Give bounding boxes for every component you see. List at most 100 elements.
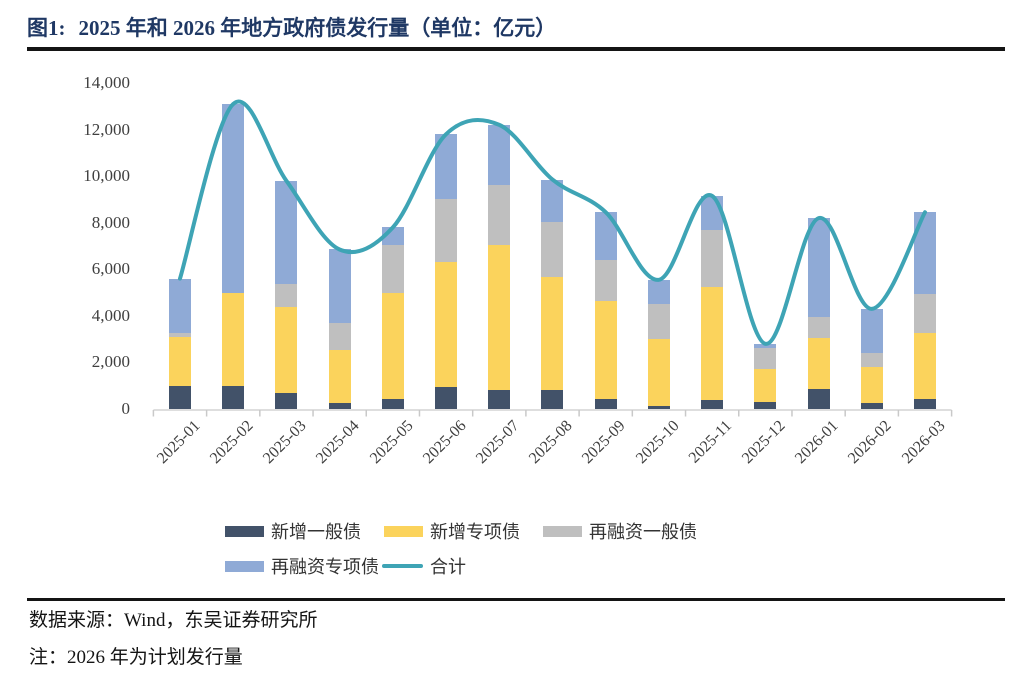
bar-segment [381, 244, 404, 293]
legend-label: 新增专项债 [430, 522, 520, 542]
y-tick-label: 8,000 [91, 212, 130, 232]
bar-segment [913, 333, 936, 399]
y-tick-label: 14,000 [83, 73, 130, 92]
bar-segment [222, 292, 245, 386]
bar-segment [541, 221, 564, 278]
legend-label: 再融资一般债 [589, 522, 697, 542]
legend-label: 新增一般债 [271, 522, 361, 542]
bar-segment [807, 337, 830, 390]
bar-segment [913, 212, 936, 294]
data-source-line: 数据来源：Wind，东吴证券研究所 [29, 610, 318, 631]
bar-segment [647, 279, 670, 305]
bar-segment [541, 277, 564, 391]
y-tick-label: 4,000 [91, 305, 130, 325]
y-tick-label: 10,000 [83, 166, 130, 186]
legend-swatch-icon [384, 525, 423, 537]
x-tick-label: 2026-01 [792, 417, 842, 468]
x-tick-label: 2026-02 [845, 417, 896, 468]
figure-title-text: 2025 年和 2026 年地方政府债发行量（单位：亿元） [78, 16, 557, 40]
bar-segment [860, 367, 883, 404]
bar-segment [328, 322, 351, 350]
bar-segment [754, 343, 777, 349]
bar-segment [807, 317, 830, 338]
x-tick-label: 2026-03 [898, 417, 949, 468]
bar-segment [275, 180, 298, 285]
legend-item: 新增专项债 [384, 519, 520, 543]
x-tick-label: 2025-12 [738, 417, 789, 468]
bar-segment [754, 369, 777, 402]
bar-segment [913, 398, 936, 409]
bar-segment [169, 333, 191, 337]
bar-segment [594, 212, 617, 260]
bar-segment [488, 185, 511, 245]
bar-segment [541, 179, 564, 222]
bar-segment [435, 262, 458, 387]
bar-segment [754, 402, 777, 409]
bar-segment [381, 292, 404, 399]
bar-segment [222, 103, 245, 293]
x-tick-label: 2025-07 [472, 417, 523, 468]
y-tick-label: 0 [121, 399, 131, 418]
bar-segment [169, 385, 191, 409]
legend-swatch-icon [225, 560, 264, 572]
bar-segment [701, 399, 724, 409]
footer-divider [27, 598, 1005, 601]
legend-line-swatch-icon [382, 564, 423, 568]
x-tick-label: 2025-02 [206, 417, 257, 468]
bar-segment [169, 336, 191, 386]
title-divider [27, 47, 1005, 51]
x-tick-label: 2025-05 [366, 417, 417, 468]
bar-segment [647, 304, 670, 340]
bar-segment [594, 259, 617, 301]
bar-segment [647, 405, 670, 409]
bar-segment [701, 195, 724, 230]
y-tick-label: 2,000 [91, 352, 130, 372]
figure-title: 图1: 2025 年和 2026 年地方政府债发行量（单位：亿元） [27, 12, 556, 42]
bar-segment [647, 339, 670, 406]
bar-segment [328, 249, 351, 323]
bar-segment [913, 293, 936, 334]
bar-segment [381, 227, 404, 245]
bar-segment [275, 284, 298, 307]
bar-segment [328, 349, 351, 404]
bar-segment [435, 199, 458, 263]
bar-segment [275, 392, 298, 409]
legend-item: 新增一般债 [225, 519, 361, 543]
legend-label: 再融资专项债 [271, 557, 379, 577]
bar-segment [860, 403, 883, 409]
x-tick-label: 2025-08 [526, 417, 576, 468]
legend-swatch-icon [225, 525, 264, 537]
bar-segment [435, 386, 458, 409]
x-tick-label: 2025-10 [632, 417, 683, 468]
bar-segment [807, 218, 830, 317]
legend-item: 再融资专项债 [225, 554, 379, 578]
figure-label: 图1: [27, 16, 66, 40]
bar-segment [435, 134, 458, 200]
bar-segment [488, 244, 511, 391]
legend-item: 合计 [382, 554, 466, 578]
bar-segment [275, 306, 298, 393]
x-tick-label: 2025-11 [686, 417, 736, 467]
total-line [178, 99, 927, 346]
bar-segment [381, 398, 404, 409]
bar-segment [860, 353, 883, 368]
bar-segment [222, 385, 245, 409]
x-tick-label: 2025-01 [153, 417, 204, 468]
y-tick-label: 12,000 [83, 119, 130, 139]
bar-segment [328, 403, 351, 409]
bar-segment [701, 229, 724, 287]
x-tick-label: 2025-04 [313, 417, 363, 468]
y-tick-label: 6,000 [91, 259, 130, 279]
x-tick-label: 2025-06 [419, 417, 470, 468]
bar-segment [541, 390, 564, 409]
x-tick-label: 2025-03 [260, 417, 310, 468]
bar-segment [594, 300, 617, 399]
bar-segment [488, 390, 511, 409]
bar-segment [860, 308, 883, 354]
legend-label: 合计 [430, 557, 466, 577]
legend-item: 再融资一般债 [543, 519, 697, 543]
legend-swatch-icon [543, 525, 582, 537]
